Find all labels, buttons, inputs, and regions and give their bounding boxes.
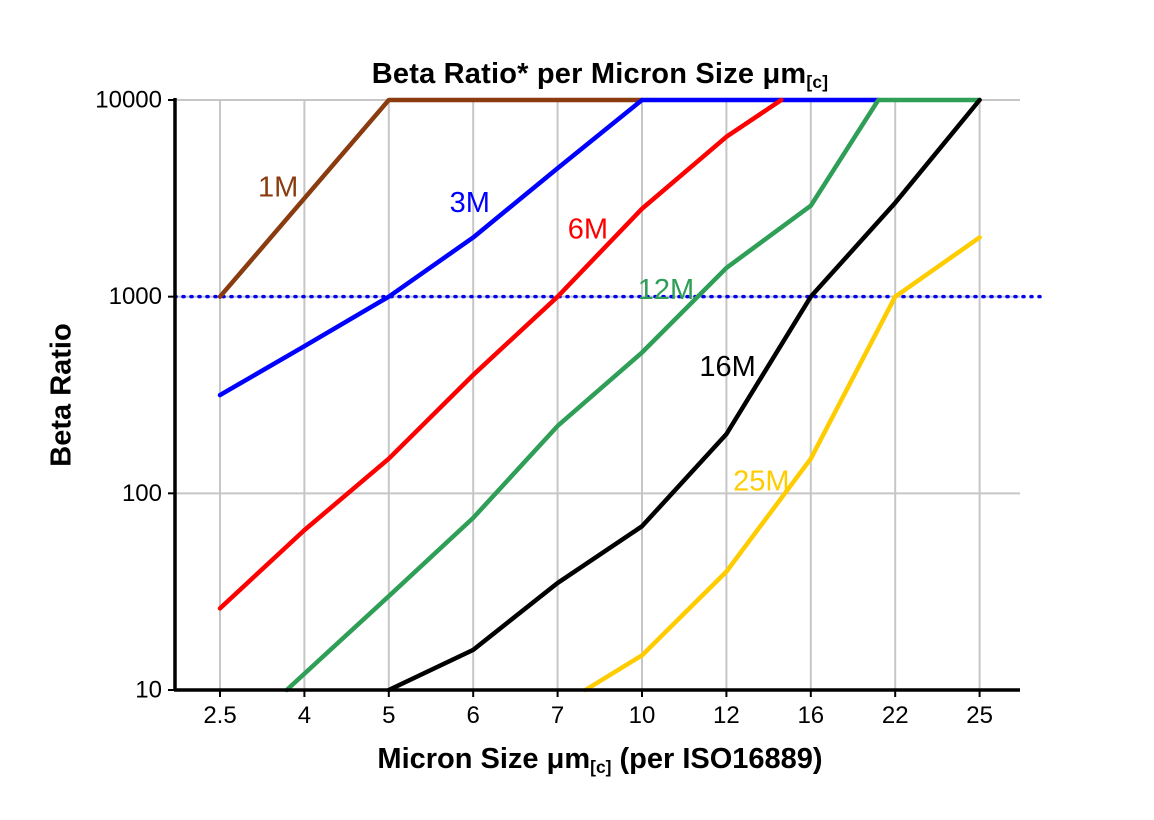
x-tick-label: 7 bbox=[551, 702, 564, 729]
series-label-6m: 6M bbox=[568, 213, 608, 245]
y-tick-label: 1000 bbox=[109, 283, 162, 310]
series-line-6m bbox=[217, 97, 784, 611]
x-tick-label: 22 bbox=[882, 702, 909, 729]
series-label-1m: 1M bbox=[258, 171, 298, 203]
x-tick-label: 2.5 bbox=[203, 702, 236, 729]
series-line-3m bbox=[217, 97, 881, 398]
series-label-3m: 3M bbox=[450, 187, 490, 219]
x-tick-label: 4 bbox=[298, 702, 311, 729]
series-label-12m: 12M bbox=[638, 274, 694, 306]
chart-title-subscript: [c] bbox=[806, 72, 829, 93]
series-line-25m bbox=[583, 235, 982, 693]
x-axis-title-suffix: (per ISO16889) bbox=[611, 743, 823, 775]
series-line-16m bbox=[386, 97, 982, 693]
x-tick-label: 10 bbox=[629, 702, 656, 729]
x-axis-title-subscript: [c] bbox=[590, 757, 612, 778]
chart-title: Beta Ratio* per Micron Size μm[c] bbox=[120, 58, 1080, 93]
y-tick-label: 100 bbox=[122, 480, 162, 507]
x-tick-label: 16 bbox=[797, 702, 824, 729]
series-label-25m: 25M bbox=[733, 465, 789, 497]
x-axis-title: Micron Size μm[c] (per ISO16889) bbox=[120, 743, 1080, 778]
chart-title-text: Beta Ratio* per Micron Size μm bbox=[371, 58, 807, 90]
series-line-1m bbox=[217, 97, 645, 299]
x-tick-label: 12 bbox=[713, 702, 740, 729]
x-tick-label: 25 bbox=[966, 702, 993, 729]
x-axis-title-text: Micron Size μm bbox=[377, 743, 591, 775]
series-label-16m: 16M bbox=[699, 351, 755, 383]
y-tick-label: 10000 bbox=[95, 87, 162, 114]
series-line-12m bbox=[284, 97, 982, 693]
x-tick-label: 6 bbox=[467, 702, 480, 729]
x-tick-label: 5 bbox=[382, 702, 395, 729]
y-tick-label: 10 bbox=[135, 677, 162, 704]
